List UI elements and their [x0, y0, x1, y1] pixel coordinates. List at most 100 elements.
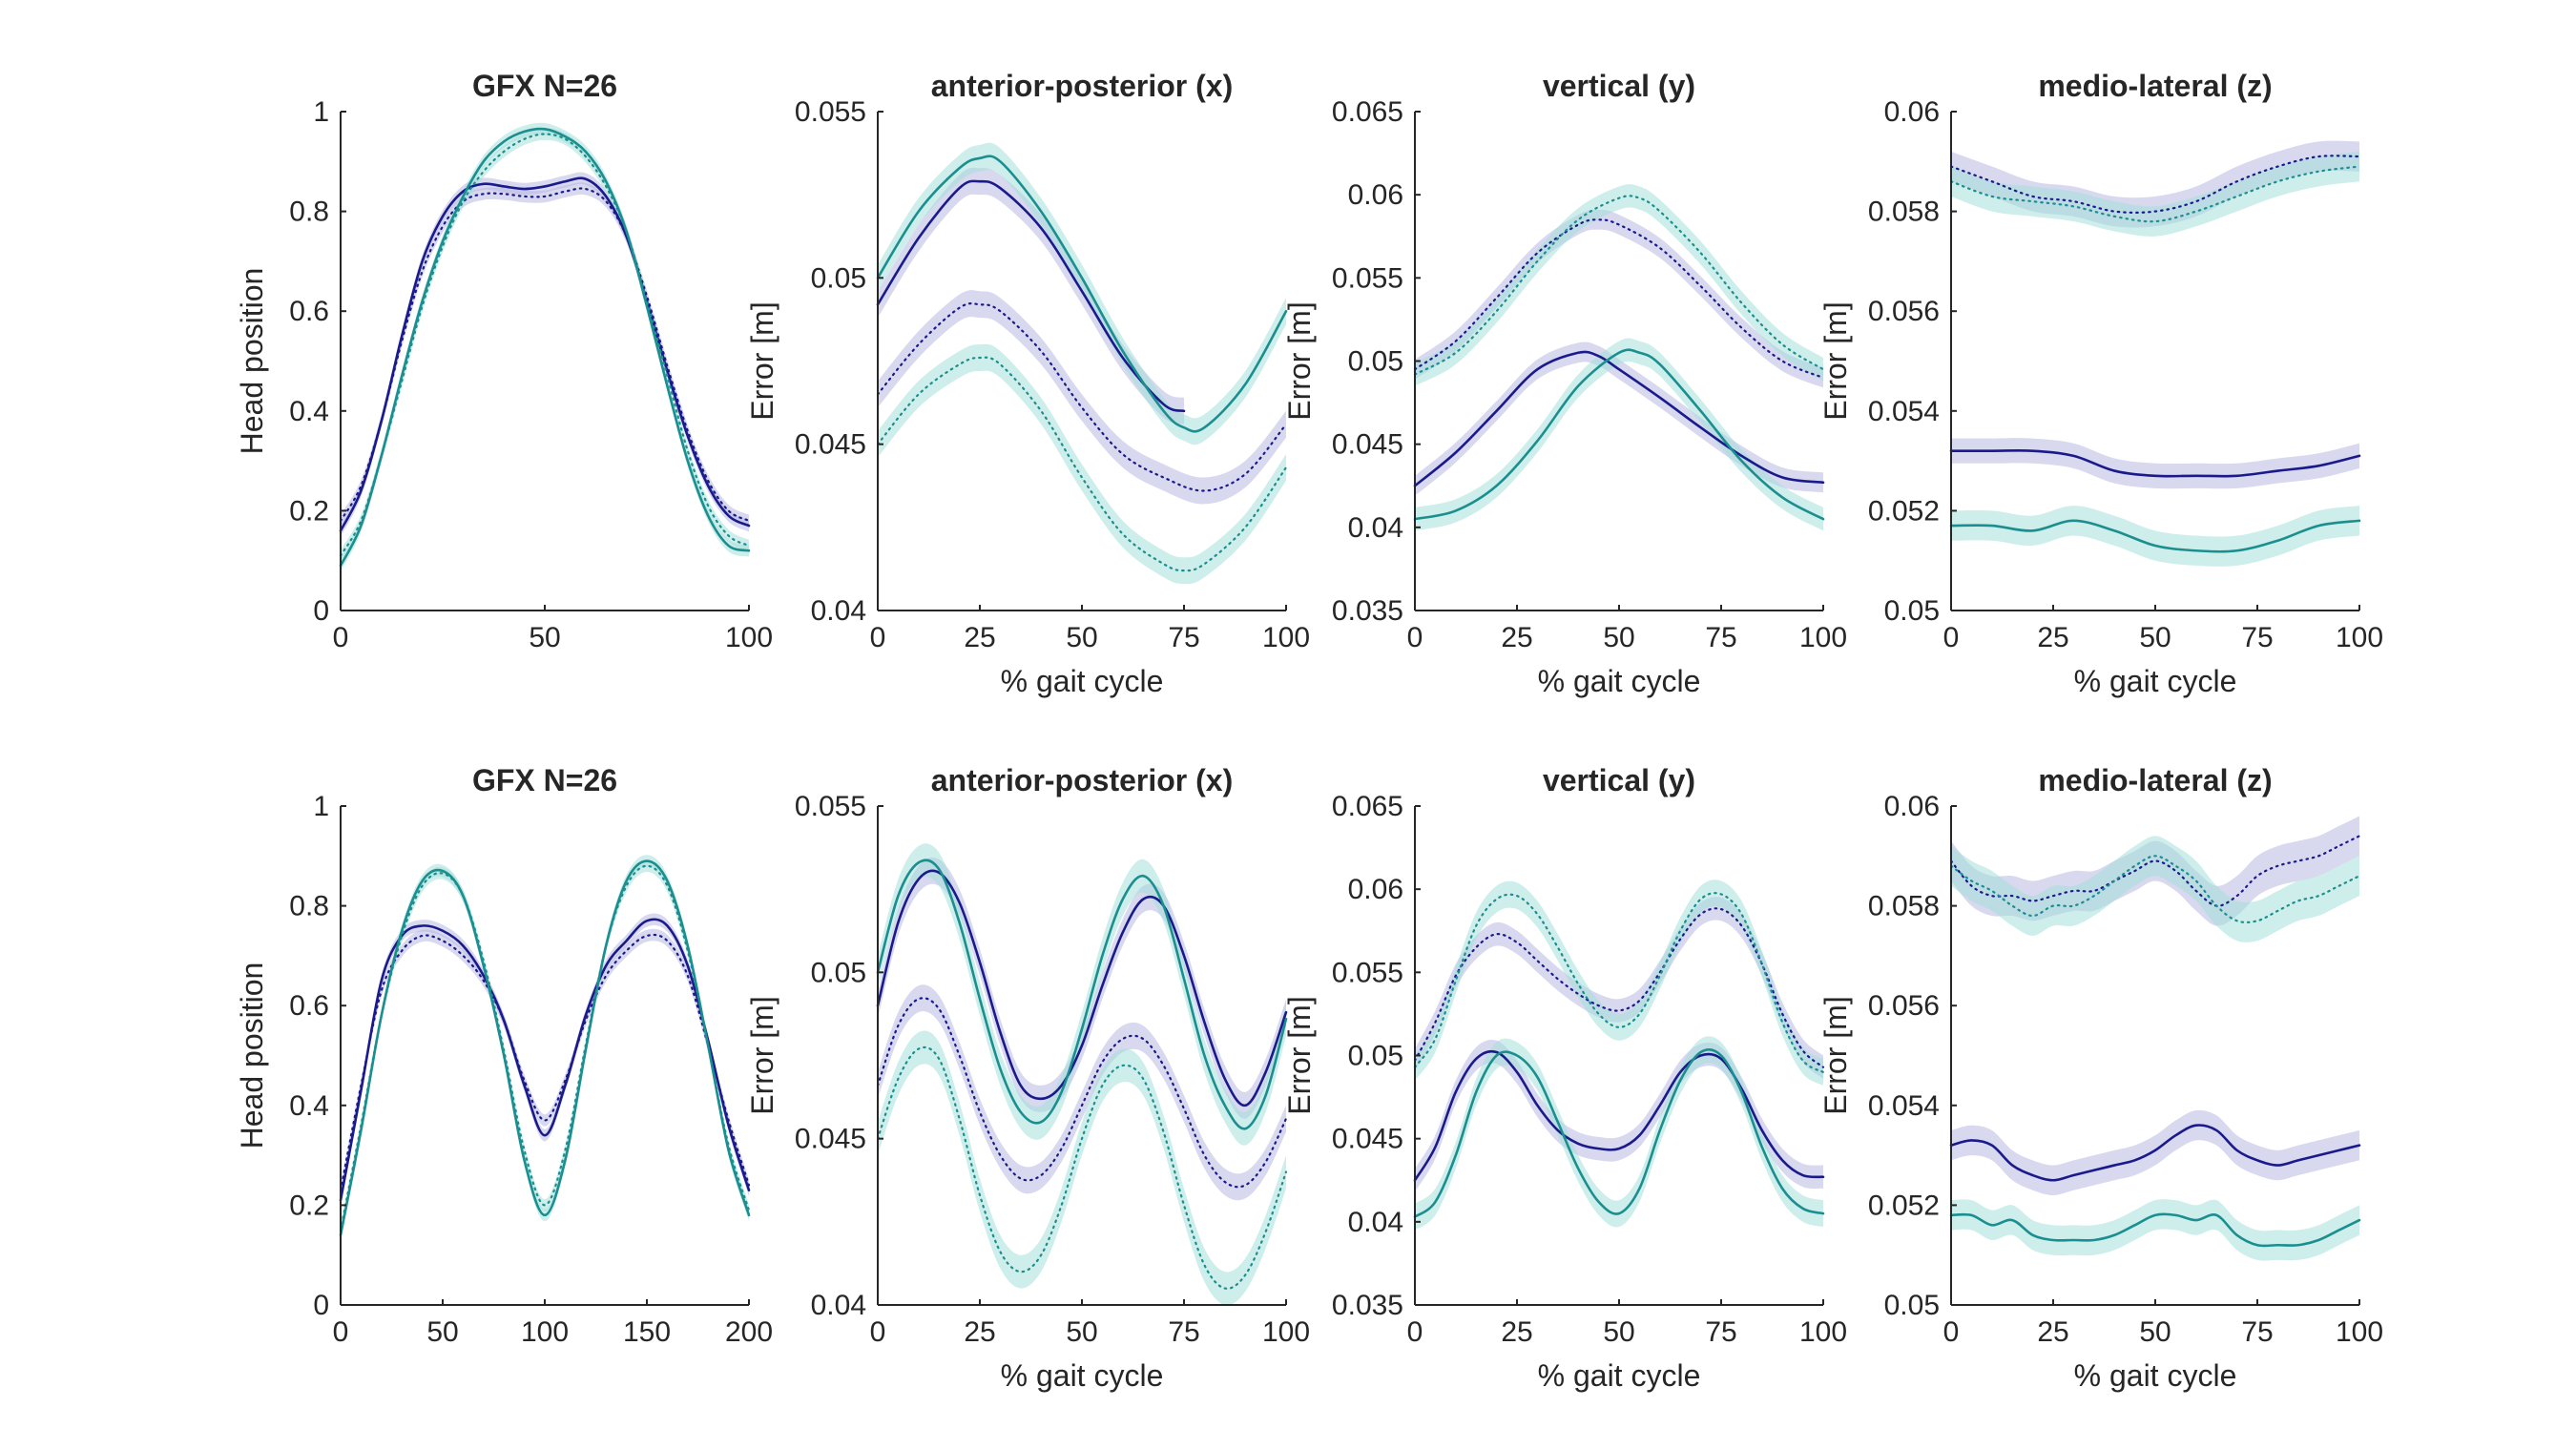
y-tick-label: 0.035 — [1332, 1290, 1403, 1321]
x-axis-label: % gait cycle — [1538, 664, 1701, 698]
panel-title: medio-lateral (z) — [2038, 69, 2272, 103]
x-axis-label: % gait cycle — [1001, 1358, 1164, 1393]
x-tick-label: 0 — [870, 1316, 886, 1348]
panel-title: vertical (y) — [1543, 69, 1695, 103]
y-tick-label: 0.6 — [289, 296, 329, 327]
x-tick-label: 100 — [2336, 1316, 2383, 1348]
series-band-2 — [878, 290, 1286, 505]
series-band-4 — [341, 859, 749, 1236]
x-tick-label: 75 — [1168, 1316, 1199, 1348]
series-band-4 — [878, 1030, 1286, 1306]
x-axis-label: % gait cycle — [1001, 664, 1164, 698]
x-tick-label: 0 — [1943, 1316, 1960, 1348]
series-band-2 — [1415, 897, 1823, 1079]
series-band-1 — [1415, 342, 1823, 496]
x-tick-label: 0 — [870, 622, 886, 653]
series-line-2-navy-dotted — [1949, 155, 2361, 215]
series-line-3-teal-solid — [876, 155, 1288, 433]
series-line-3-teal-solid — [339, 859, 751, 1237]
series-line-2-navy-dotted — [1413, 218, 1825, 380]
panel-title: GFX N=26 — [472, 763, 617, 797]
x-tick-label: 100 — [2336, 622, 2383, 653]
x-tick-label: 25 — [1501, 622, 1532, 653]
x-tick-label: 100 — [1262, 1316, 1310, 1348]
x-tick-label: 50 — [426, 1316, 458, 1348]
y-tick-label: 0.2 — [289, 495, 329, 527]
series-band-3 — [878, 843, 1286, 1146]
series-line-1-navy-solid — [339, 176, 751, 532]
series-lines — [1413, 892, 1825, 1218]
y-tick-label: 0.4 — [289, 396, 329, 427]
series-line-3-teal-solid — [1949, 1212, 2361, 1248]
y-tick-label: 0.058 — [1868, 197, 1940, 228]
x-tick-label: 100 — [725, 622, 773, 653]
y-tick-label: 0 — [313, 595, 329, 627]
series-band-3 — [341, 855, 749, 1242]
y-tick-label: 0.056 — [1868, 296, 1940, 327]
y-axis-label: Head position — [235, 963, 269, 1149]
y-tick-label: 0.04 — [811, 595, 866, 627]
series-band-2 — [878, 984, 1286, 1201]
y-axis-label: Error [m] — [1818, 996, 1853, 1114]
confidence-bands — [1951, 816, 2359, 1261]
y-tick-label: 0.055 — [795, 96, 866, 128]
series-line-4-teal-dotted — [1413, 195, 1825, 376]
series-lines — [876, 859, 1288, 1290]
x-tick-label: 50 — [2139, 1316, 2171, 1348]
y-tick-label: 0.055 — [1332, 262, 1403, 294]
confidence-bands — [341, 122, 749, 572]
x-tick-label: 150 — [623, 1316, 671, 1348]
y-tick-label: 0.04 — [1348, 512, 1403, 544]
y-tick-label: 0.06 — [1348, 874, 1403, 905]
series-lines — [339, 127, 751, 568]
series-band-3 — [1951, 1199, 2359, 1261]
chart-panel-8: 0 25 50 75 100 0.05 0.052 0.054 0.056 0.058 0.06 me… — [1818, 763, 2383, 1393]
x-tick-label: 0 — [1943, 622, 1960, 653]
series-line-2-navy-dotted — [876, 997, 1288, 1189]
confidence-bands — [341, 855, 749, 1242]
y-tick-label: 0.4 — [289, 1090, 329, 1122]
x-tick-label: 0 — [333, 622, 349, 653]
y-tick-label: 0.06 — [1884, 96, 1940, 128]
series-lines — [339, 859, 751, 1237]
series-line-2-navy-dotted — [1413, 907, 1825, 1068]
y-tick-label: 0.052 — [1868, 495, 1940, 527]
y-tick-label: 0.054 — [1868, 396, 1940, 427]
series-line-4-teal-dotted — [876, 1045, 1288, 1290]
series-line-1-navy-solid — [1949, 1124, 2361, 1182]
y-axis-label: Head position — [235, 268, 269, 455]
y-tick-label: 0 — [313, 1290, 329, 1321]
series-line-4-teal-dotted — [339, 864, 751, 1232]
y-tick-label: 0.045 — [1332, 1124, 1403, 1155]
x-tick-label: 50 — [1603, 622, 1634, 653]
chart-panel-7: 0 25 50 75 100 0.035 0.04 0.045 0.05 0.055 0.06 0.0… — [1282, 763, 1847, 1393]
series-band-1 — [1415, 1039, 1823, 1192]
x-tick-label: 100 — [1799, 1316, 1847, 1348]
x-tick-label: 0 — [333, 1316, 349, 1348]
y-axis-label: Error [m] — [745, 301, 779, 420]
y-tick-label: 0.065 — [1332, 791, 1403, 822]
x-tick-label: 25 — [964, 622, 995, 653]
series-line-4-teal-dotted — [1949, 855, 2361, 924]
x-axis-label: % gait cycle — [1538, 1358, 1701, 1393]
y-tick-label: 0.055 — [795, 791, 866, 822]
panel-title: vertical (y) — [1543, 763, 1695, 797]
panel-title: anterior-posterior (x) — [931, 763, 1233, 797]
series-line-2-navy-dotted — [1949, 835, 2361, 907]
x-tick-label: 50 — [1603, 1316, 1634, 1348]
y-tick-label: 0.2 — [289, 1190, 329, 1221]
series-band-2 — [341, 182, 749, 528]
series-line-2-navy-dotted — [339, 933, 751, 1191]
y-tick-label: 0.8 — [289, 197, 329, 228]
series-line-3-teal-solid — [1949, 519, 2361, 553]
x-tick-label: 75 — [2241, 1316, 2273, 1348]
y-tick-label: 0.05 — [811, 262, 866, 294]
y-tick-label: 1 — [313, 96, 329, 128]
x-tick-label: 75 — [1168, 622, 1199, 653]
y-tick-label: 0.065 — [1332, 96, 1403, 128]
confidence-bands — [878, 843, 1286, 1306]
y-axis-label: Error [m] — [1282, 996, 1317, 1114]
x-tick-label: 50 — [1066, 1316, 1097, 1348]
chart-panel-2: 0 25 50 75 100 0.04 0.045 0.05 0.055 anterior-pos… — [745, 69, 1310, 698]
